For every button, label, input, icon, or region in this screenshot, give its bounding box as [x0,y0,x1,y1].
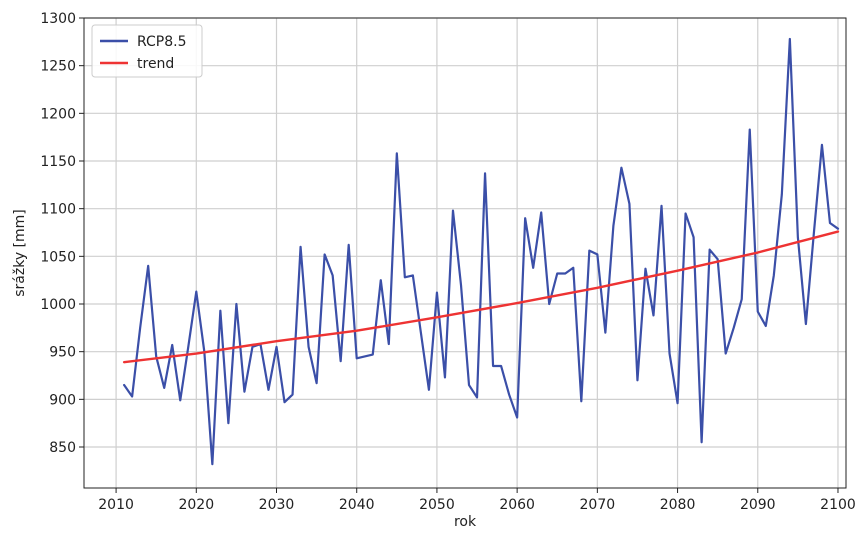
y-tick-label: 950 [49,345,76,361]
y-tick-label: 1250 [40,59,76,75]
x-tick-label: 2100 [820,497,856,513]
x-tick-label: 2010 [98,497,134,513]
x-tick-label: 2040 [339,497,375,513]
x-tick-label: 2050 [419,497,455,513]
y-tick-label: 850 [49,440,76,456]
y-tick-label: 1000 [40,297,76,313]
y-tick-label: 1150 [40,154,76,170]
plot-area [84,18,846,488]
series-line-rcp8-5 [123,37,840,466]
x-axis-label: rok [454,514,477,530]
legend: RCP8.5 trend [91,24,203,78]
y-axis-label: srážky [mm] [12,209,28,297]
x-axis-ticks: 2010 2020 2030 2040 2050 2060 2070 2080 2090 2100 [98,488,856,513]
y-tick-label: 1200 [40,106,76,122]
y-tick-label: 1300 [40,11,76,27]
y-tick-label: 1100 [40,202,76,218]
series-line-trend [122,230,840,364]
x-tick-label: 2030 [259,497,295,513]
x-tick-label: 2070 [580,497,616,513]
y-axis-ticks: 850 900 950 1000 1050 1100 1150 1200 1250 1300 [40,11,84,456]
y-tick-label: 1050 [40,249,76,265]
x-tick-label: 2060 [499,497,535,513]
legend-label: trend [137,56,174,72]
x-tick-label: 2080 [660,497,696,513]
series-lines [122,37,840,466]
plot-frame [83,17,847,489]
x-tick-label: 2090 [740,497,776,513]
y-tick-label: 900 [49,392,76,408]
x-tick-label: 2020 [178,497,214,513]
legend-label: RCP8.5 [137,34,187,50]
